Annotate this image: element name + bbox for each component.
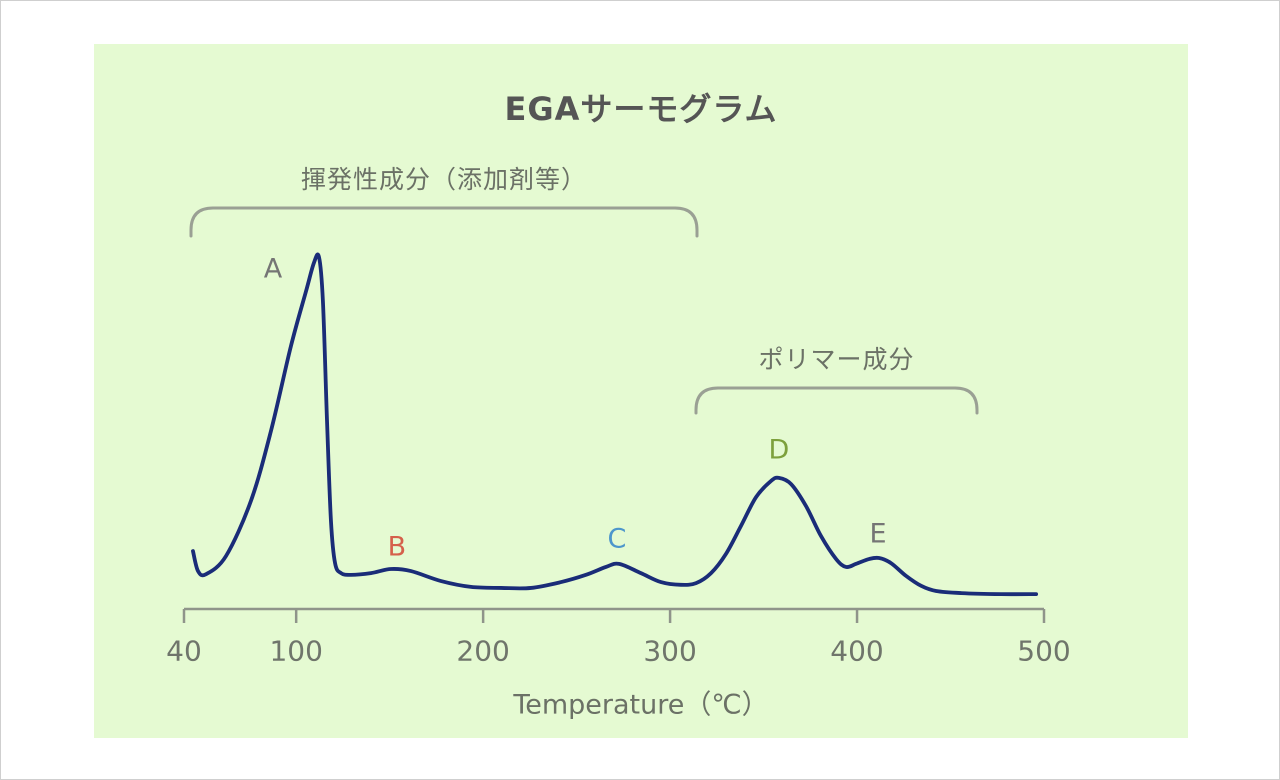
- peak-label-d: D: [768, 434, 790, 466]
- chart-title: EGAサーモグラム: [504, 90, 778, 128]
- x-axis: [182, 607, 1046, 623]
- x-axis-title: Temperature（℃）: [513, 689, 769, 721]
- group-bracket: [694, 386, 979, 415]
- x-tick-label: 200: [456, 634, 510, 668]
- peak-label-a: A: [263, 253, 283, 285]
- group-label: ポリマー成分: [758, 345, 915, 374]
- peak-label-b: B: [387, 531, 407, 563]
- x-tick-label: 500: [1017, 634, 1071, 668]
- group-bracket: [189, 206, 699, 238]
- chart-panel-background: [94, 44, 1188, 738]
- x-tick-label: 300: [643, 634, 697, 668]
- ega-curve: [191, 252, 1039, 597]
- peak-label-c: C: [607, 523, 627, 555]
- thermogram-curve: [191, 252, 1039, 597]
- x-tick-label: 100: [269, 634, 323, 668]
- peak-label-e: E: [869, 518, 887, 550]
- x-tick-label: 400: [830, 634, 884, 668]
- group-brackets: [189, 206, 979, 415]
- group-label: 揮発性成分（添加剤等）: [300, 165, 588, 194]
- x-tick-label: 40: [166, 634, 202, 668]
